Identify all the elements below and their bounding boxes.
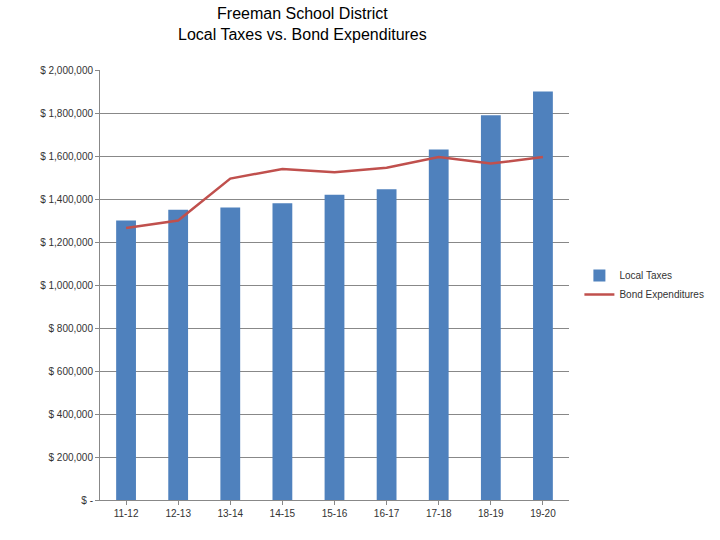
svg-text:12-13: 12-13 [165,508,191,519]
svg-text:14-15: 14-15 [270,508,296,519]
svg-text:18-19: 18-19 [478,508,504,519]
svg-text:Freeman School DistrictLocal T: Freeman School DistrictLocal Taxes vs. B… [178,5,427,43]
svg-text:15-16: 15-16 [322,508,348,519]
svg-text:$ 600,000: $ 600,000 [49,366,94,377]
svg-text:$ 200,000: $ 200,000 [49,452,94,463]
svg-text:$ 2,000,000: $ 2,000,000 [40,65,93,76]
svg-text:16-17: 16-17 [374,508,400,519]
svg-text:Local Taxes: Local Taxes [619,270,672,281]
svg-text:$ 800,000: $ 800,000 [49,323,94,334]
svg-text:19-20: 19-20 [530,508,556,519]
svg-text:13-14: 13-14 [217,508,243,519]
svg-text:$ 1,000,000: $ 1,000,000 [40,280,93,291]
svg-text:11-12: 11-12 [114,508,139,519]
svg-text:$ 1,200,000: $ 1,200,000 [40,237,93,248]
svg-text:Bond Expenditures: Bond Expenditures [619,289,704,300]
svg-text:$ 1,800,000: $ 1,800,000 [40,108,93,119]
svg-text:$ -: $ - [81,495,93,506]
svg-text:17-18: 17-18 [426,508,452,519]
svg-text:$ 1,600,000: $ 1,600,000 [40,151,93,162]
svg-text:$ 400,000: $ 400,000 [49,409,94,420]
svg-text:$ 1,400,000: $ 1,400,000 [40,194,93,205]
